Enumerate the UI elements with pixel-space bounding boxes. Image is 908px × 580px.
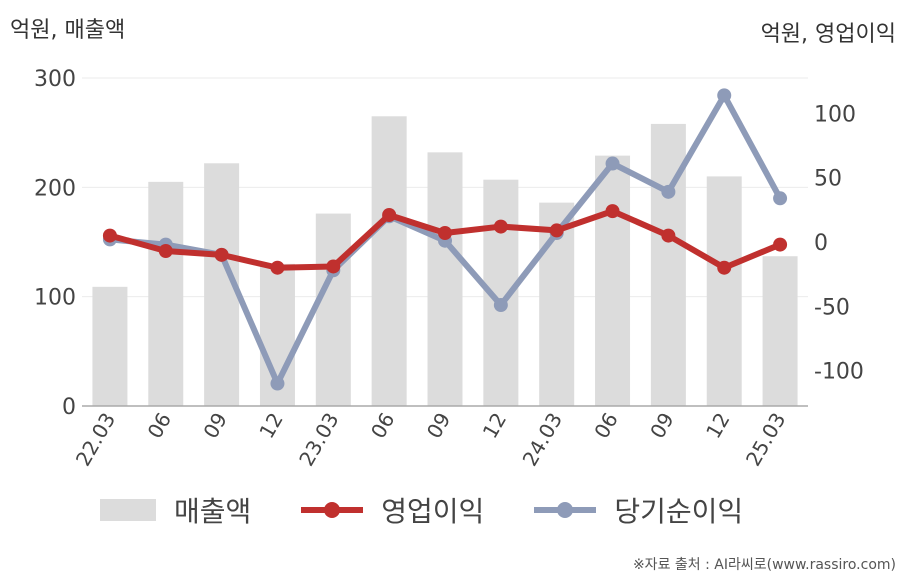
x-axis-tick: 06 bbox=[366, 409, 400, 443]
x-axis-tick: 06 bbox=[143, 409, 177, 443]
source-credit: ※자료 출처 : AI라씨로(www.rassiro.com) bbox=[632, 557, 896, 573]
operating-profit-point bbox=[270, 260, 285, 275]
left-axis-unit-label: 억원, 매출액 bbox=[10, 18, 126, 43]
net-income-point bbox=[717, 88, 732, 103]
operating-profit-point bbox=[102, 228, 117, 243]
x-axis-tick: 25.03 bbox=[741, 409, 790, 471]
net-income-point bbox=[605, 156, 620, 171]
operating-profit-point bbox=[438, 225, 452, 240]
right-axis-tick: 50 bbox=[814, 167, 842, 192]
right-axis-tick: 0 bbox=[814, 231, 828, 256]
x-axis-tick: 22.03 bbox=[71, 409, 120, 471]
right-axis-tick: -50 bbox=[814, 295, 850, 320]
revenue-bar bbox=[315, 213, 351, 406]
operating-profit-point bbox=[549, 223, 564, 238]
net-income-point bbox=[493, 298, 508, 313]
legend-item-operating-profit: 영업이익 bbox=[301, 490, 484, 530]
operating-profit-point bbox=[717, 260, 732, 275]
operating-profit-point bbox=[158, 244, 173, 259]
x-axis-tick: 12 bbox=[254, 409, 288, 443]
left-axis-tick: 100 bbox=[34, 286, 76, 311]
revenue-bar bbox=[427, 152, 463, 406]
operating-profit-point bbox=[214, 247, 229, 262]
left-axis-tick: 0 bbox=[62, 395, 76, 420]
revenue-bar bbox=[92, 286, 128, 406]
revenue-bar bbox=[762, 256, 798, 406]
net-income-point bbox=[773, 191, 788, 206]
left-axis-tick: 300 bbox=[34, 67, 76, 92]
net-income-point bbox=[661, 184, 676, 199]
legend-swatch-net-income bbox=[534, 499, 597, 521]
legend-label-net-income: 당기순이익 bbox=[614, 495, 744, 528]
x-axis-tick: 24.03 bbox=[518, 409, 567, 471]
legend-item-revenue: 매출액 bbox=[100, 490, 251, 530]
legend-label-operating-profit: 영업이익 bbox=[381, 495, 485, 528]
right-axis-unit-label: 억원, 영업이익 bbox=[760, 22, 896, 47]
net-income-point bbox=[270, 376, 285, 391]
revenue-bar bbox=[148, 181, 184, 406]
legend: 매출액 영업이익 당기순이익 bbox=[100, 490, 793, 530]
operating-profit-point bbox=[773, 237, 788, 252]
x-axis-tick: 06 bbox=[589, 409, 623, 443]
legend-swatch-revenue bbox=[100, 499, 156, 521]
operating-profit-point bbox=[493, 219, 508, 234]
revenue-bar bbox=[595, 155, 631, 406]
revenue-bar bbox=[371, 116, 407, 407]
left-axis-tick: 200 bbox=[34, 176, 76, 201]
revenue-bar bbox=[706, 176, 742, 406]
right-axis-tick: 100 bbox=[814, 102, 856, 127]
x-axis-tick: 12 bbox=[701, 409, 735, 443]
operating-profit-point bbox=[326, 259, 341, 274]
legend-label-revenue: 매출액 bbox=[174, 495, 252, 528]
operating-profit-point bbox=[382, 207, 397, 222]
operating-profit-point bbox=[605, 204, 620, 219]
x-axis-tick: 09 bbox=[422, 409, 456, 443]
legend-swatch-operating-profit bbox=[301, 499, 364, 521]
revenue-bars bbox=[92, 116, 798, 407]
operating-profit-point bbox=[661, 228, 676, 243]
x-axis-tick: 09 bbox=[645, 409, 679, 443]
x-axis-tick: 23.03 bbox=[294, 409, 343, 471]
x-axis-tick: 09 bbox=[198, 409, 232, 443]
profit-lines bbox=[102, 88, 788, 391]
right-axis-tick: -100 bbox=[814, 360, 864, 385]
legend-item-net-income: 당기순이익 bbox=[534, 490, 743, 530]
x-axis-tick: 12 bbox=[478, 409, 512, 443]
